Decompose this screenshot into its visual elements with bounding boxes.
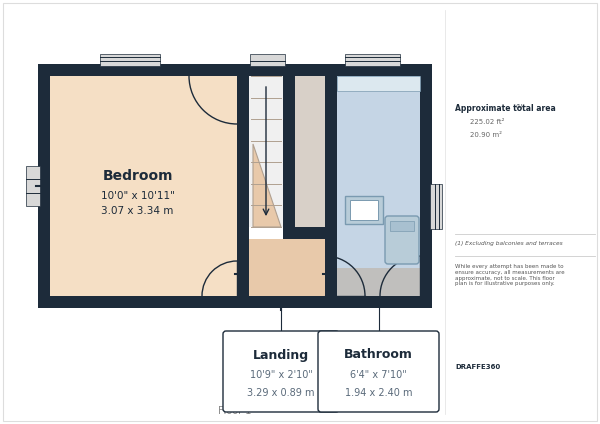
- Polygon shape: [253, 144, 281, 227]
- Text: 6'4" x 7'10": 6'4" x 7'10": [350, 370, 407, 380]
- Bar: [430, 184, 442, 229]
- Bar: [250, 54, 285, 66]
- Bar: [420, 64, 432, 308]
- Text: (1) Excluding balconies and terraces: (1) Excluding balconies and terraces: [455, 241, 563, 246]
- Bar: [26, 166, 40, 206]
- Text: 3.07 x 3.34 m: 3.07 x 3.34 m: [101, 206, 173, 216]
- Bar: [295, 227, 325, 239]
- FancyBboxPatch shape: [223, 331, 339, 412]
- Bar: [337, 76, 420, 296]
- Text: Bathroom: Bathroom: [344, 349, 413, 362]
- Bar: [337, 268, 420, 296]
- Bar: [390, 221, 414, 231]
- Bar: [100, 54, 160, 66]
- Bar: [237, 64, 249, 239]
- Bar: [345, 196, 383, 224]
- Text: 10'9" x 2'10": 10'9" x 2'10": [250, 370, 313, 380]
- Bar: [283, 64, 295, 239]
- FancyBboxPatch shape: [318, 331, 439, 412]
- FancyBboxPatch shape: [385, 216, 419, 264]
- Text: While every attempt has been made to
ensure accuracy, all measurements are
appro: While every attempt has been made to ens…: [455, 264, 565, 286]
- Text: 10'0" x 10'11": 10'0" x 10'11": [101, 191, 175, 201]
- Bar: [237, 239, 249, 296]
- Bar: [350, 200, 378, 220]
- Text: Bedroom: Bedroom: [102, 169, 173, 183]
- Text: 20.90 m²: 20.90 m²: [470, 132, 502, 138]
- Text: Floor 1: Floor 1: [218, 406, 251, 416]
- Bar: [337, 76, 420, 91]
- Text: 225.02 ft²: 225.02 ft²: [470, 119, 505, 125]
- Bar: [249, 76, 283, 227]
- Bar: [295, 76, 325, 227]
- Bar: [50, 76, 237, 296]
- Bar: [345, 54, 400, 66]
- Bar: [325, 64, 337, 308]
- Bar: [38, 296, 432, 308]
- Bar: [237, 76, 249, 227]
- Text: 3.29 x 0.89 m: 3.29 x 0.89 m: [247, 388, 315, 398]
- Bar: [38, 64, 50, 308]
- Text: DRAFFE360: DRAFFE360: [455, 364, 500, 370]
- Text: Landing: Landing: [253, 349, 309, 362]
- Bar: [237, 64, 249, 239]
- Bar: [237, 239, 325, 296]
- Text: 1.94 x 2.40 m: 1.94 x 2.40 m: [345, 388, 412, 398]
- Bar: [237, 227, 249, 239]
- Text: Approximate total area: Approximate total area: [455, 104, 556, 113]
- Bar: [38, 64, 432, 76]
- Text: (1): (1): [515, 104, 523, 109]
